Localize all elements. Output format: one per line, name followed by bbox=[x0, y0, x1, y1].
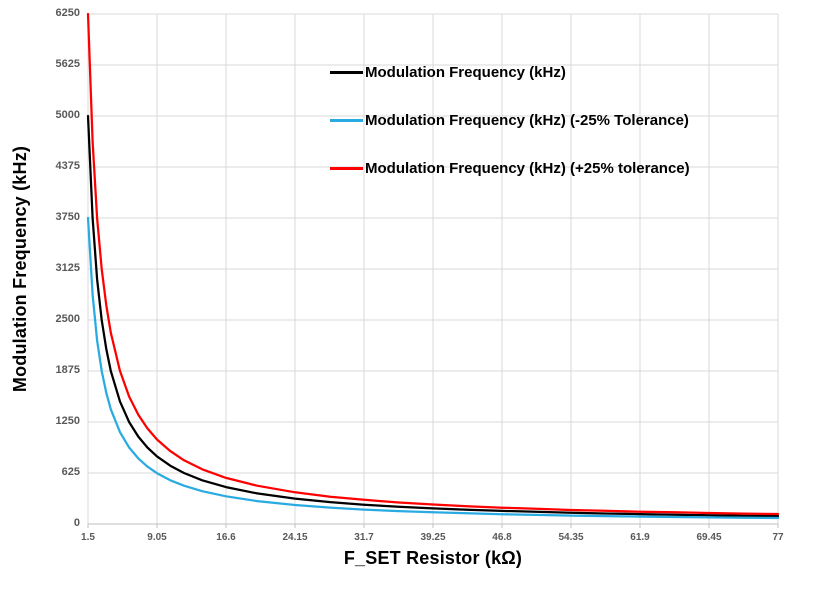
x-tick-label: 77 bbox=[772, 532, 784, 543]
x-tick-label: 9.05 bbox=[147, 532, 167, 543]
legend-entry-minus25: Modulation Frequency (kHz) (-25% Toleran… bbox=[330, 110, 690, 131]
legend-label: Modulation Frequency (kHz) (+25% toleran… bbox=[365, 160, 690, 177]
y-tick-label: 0 bbox=[73, 517, 80, 529]
y-tick-label: 5000 bbox=[55, 109, 80, 121]
x-tick-label: 46.8 bbox=[492, 532, 512, 543]
legend-entry-plus25: Modulation Frequency (kHz) (+25% toleran… bbox=[330, 158, 690, 179]
series-line-1 bbox=[86, 216, 780, 520]
x-tick-label: 69.45 bbox=[696, 532, 722, 543]
legend: Modulation Frequency (kHz) Modulation Fr… bbox=[330, 62, 690, 206]
y-tick-label: 1875 bbox=[55, 364, 80, 376]
y-tick-label: 2500 bbox=[55, 313, 80, 325]
legend-label: Modulation Frequency (kHz) (-25% Toleran… bbox=[365, 112, 689, 129]
x-tick-label: 24.15 bbox=[282, 532, 308, 543]
y-tick-label: 4375 bbox=[55, 160, 80, 172]
legend-swatch bbox=[330, 71, 363, 74]
y-tick-label: 5625 bbox=[55, 58, 80, 70]
x-tick-label: 54.35 bbox=[558, 532, 584, 543]
y-tick-label: 3125 bbox=[55, 262, 80, 274]
y-tick-label: 6250 bbox=[55, 7, 80, 19]
y-tick-label: 625 bbox=[61, 466, 80, 478]
legend-swatch bbox=[330, 119, 363, 122]
x-tick-label: 61.9 bbox=[630, 532, 650, 543]
x-tick-label: 1.5 bbox=[81, 532, 95, 543]
x-tick-label: 16.6 bbox=[216, 532, 236, 543]
y-tick-label: 3750 bbox=[55, 211, 80, 223]
legend-swatch bbox=[330, 167, 363, 170]
legend-entry-nominal: Modulation Frequency (kHz) bbox=[330, 62, 690, 83]
plot-area bbox=[86, 12, 780, 528]
series-line-0 bbox=[86, 114, 780, 518]
series-line-2 bbox=[86, 12, 780, 516]
legend-label: Modulation Frequency (kHz) bbox=[365, 64, 566, 81]
x-tick-label: 31.7 bbox=[354, 532, 374, 543]
y-tick-label: 1250 bbox=[55, 415, 80, 427]
x-axis-title: F_SET Resistor (kΩ) bbox=[343, 548, 523, 568]
x-tick-label: 39.25 bbox=[420, 532, 446, 543]
